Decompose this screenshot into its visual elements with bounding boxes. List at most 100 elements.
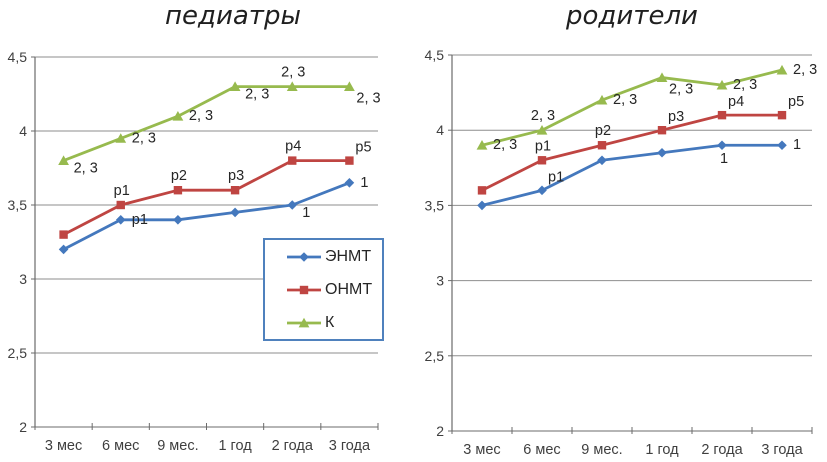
point-label-k: 2, 3 <box>669 82 693 98</box>
point-label-onmt: p3 <box>228 168 244 184</box>
point-label-k: 2, 3 <box>245 87 269 103</box>
diamond-marker-enmt <box>58 244 69 255</box>
legend-item-onmt: ОНМТ <box>286 281 382 299</box>
legend-square-marker <box>299 285 309 294</box>
triangle-marker-k <box>716 79 728 90</box>
x-tick-label: 6 мес <box>523 442 560 458</box>
triangle-marker-k <box>172 111 184 121</box>
square-marker-onmt <box>537 156 547 165</box>
point-label-k: 2, 3 <box>493 137 517 153</box>
triangle-marker-k <box>776 64 788 75</box>
point-label-onmt: p3 <box>668 109 684 125</box>
chart-title-pediatricians: педиатры <box>165 1 301 31</box>
point-label-k: 2, 3 <box>733 77 757 93</box>
point-label-k: 2, 3 <box>281 65 305 81</box>
legend-item-enmt: ЭНМТ <box>286 248 382 266</box>
triangle-marker-k <box>596 94 608 105</box>
legend-item-k: К <box>286 314 382 332</box>
point-label-onmt: p1 <box>535 138 551 154</box>
square-marker-onmt <box>288 156 297 165</box>
x-tick-label: 6 мес <box>102 438 139 454</box>
x-tick-label: 9 мес. <box>581 442 622 458</box>
series-line-k <box>63 85 350 162</box>
point-label-enmt: p1 <box>548 169 564 185</box>
triangle-marker-k <box>476 140 488 150</box>
series-line-enmt <box>481 143 782 207</box>
x-tick-label: 3 мес <box>463 442 500 458</box>
point-label-enmt: p1 <box>132 212 148 228</box>
point-label-onmt: p5 <box>788 94 804 110</box>
triangle-marker-k <box>58 155 69 165</box>
series-line-k <box>481 68 783 147</box>
y-tick-label: 3,5 <box>8 197 28 213</box>
x-tick-label: 1 год <box>645 442 679 458</box>
x-tick-label: 3 года <box>761 442 803 458</box>
y-tick-label: 3,5 <box>425 197 445 213</box>
diamond-marker-enmt <box>777 140 787 151</box>
triangle-marker-k <box>536 125 548 135</box>
y-tick-label: 4 <box>19 123 27 139</box>
legend-swatch-triangle-icon <box>287 317 321 327</box>
y-tick-label: 2,5 <box>8 345 28 361</box>
square-marker-onmt <box>717 110 727 120</box>
x-tick-label: 3 года <box>329 438 371 454</box>
diamond-marker-enmt <box>477 200 487 211</box>
diamond-marker-enmt <box>115 215 126 225</box>
point-label-k: 2, 3 <box>189 108 213 124</box>
square-marker-onmt <box>777 110 787 120</box>
triangle-marker-k <box>229 81 241 91</box>
diamond-marker-enmt <box>597 155 607 166</box>
y-tick-label: 3 <box>19 271 27 287</box>
x-tick-label: 2 года <box>701 442 743 458</box>
y-tick-label: 4 <box>436 122 444 138</box>
x-tick-label: 1 год <box>218 438 252 454</box>
diamond-marker-enmt <box>717 140 727 151</box>
y-tick-label: 2 <box>19 419 27 435</box>
point-label-onmt: p1 <box>114 183 130 199</box>
square-marker-onmt <box>345 156 354 165</box>
x-tick-label: 2 года <box>272 438 314 454</box>
square-marker-onmt <box>173 186 183 195</box>
square-marker-onmt <box>59 230 68 239</box>
diamond-marker-enmt <box>537 185 547 196</box>
square-marker-onmt <box>657 126 667 135</box>
x-tick-label: 3 мес <box>45 438 82 454</box>
legend-item-label: К <box>325 313 335 331</box>
point-label-k: 2, 3 <box>356 91 380 107</box>
point-label-enmt: 1 <box>793 137 801 153</box>
square-marker-onmt <box>597 141 607 150</box>
triangle-marker-k <box>344 81 355 91</box>
chart-title-parents: родители <box>566 1 698 31</box>
chart-legend: ЭНМТ ОНМТ К <box>263 238 384 341</box>
legend-item-label: ЭНМТ <box>325 247 372 265</box>
point-label-enmt: 1 <box>360 175 368 191</box>
triangle-marker-k <box>286 81 298 91</box>
triangle-marker-k <box>656 72 668 82</box>
y-tick-label: 4,5 <box>425 47 445 63</box>
square-marker-onmt <box>230 186 240 195</box>
point-label-onmt: p2 <box>171 168 187 184</box>
diamond-marker-enmt <box>344 178 355 188</box>
square-marker-onmt <box>477 186 487 195</box>
point-label-onmt: p4 <box>285 139 301 155</box>
y-tick-label: 4,5 <box>8 49 28 65</box>
point-label-k: 2, 3 <box>132 130 156 146</box>
y-tick-label: 2 <box>436 423 444 439</box>
diamond-marker-enmt <box>230 207 240 218</box>
legend-diamond-marker <box>299 251 309 262</box>
series-line-onmt <box>481 113 782 192</box>
point-label-k: 2, 3 <box>613 92 637 108</box>
point-label-k: 2, 3 <box>793 62 817 78</box>
point-label-onmt: p5 <box>355 140 371 156</box>
diamond-marker-enmt <box>173 215 183 225</box>
series-line-onmt <box>62 159 350 236</box>
series-line-enmt <box>62 181 350 251</box>
triangle-marker-k <box>115 133 127 143</box>
diamond-marker-enmt <box>657 147 667 158</box>
point-label-enmt: 1 <box>720 151 728 167</box>
y-tick-label: 2,5 <box>425 348 445 364</box>
x-tick-label: 9 мес. <box>157 438 198 454</box>
square-marker-onmt <box>116 200 125 210</box>
legend-triangle-marker <box>298 317 310 327</box>
